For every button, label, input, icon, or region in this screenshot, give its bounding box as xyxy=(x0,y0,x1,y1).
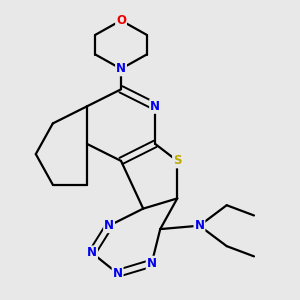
Text: N: N xyxy=(147,257,157,270)
Text: O: O xyxy=(116,14,126,27)
Text: N: N xyxy=(116,62,126,75)
Text: S: S xyxy=(173,154,182,167)
Text: N: N xyxy=(194,219,204,232)
Text: N: N xyxy=(104,219,114,232)
Text: N: N xyxy=(87,247,97,260)
Text: N: N xyxy=(150,100,160,113)
Text: N: N xyxy=(112,267,123,280)
